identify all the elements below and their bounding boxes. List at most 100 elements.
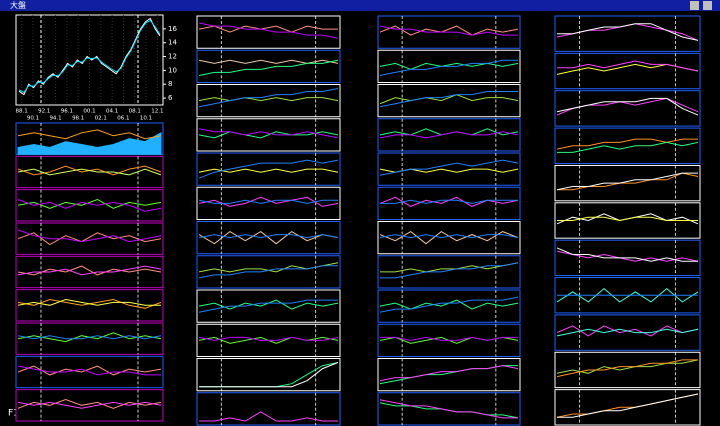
panel-line <box>379 234 519 239</box>
panel-frame <box>15 389 164 422</box>
panel-frame <box>377 186 521 220</box>
panel-line <box>379 399 518 419</box>
x-tick-label: 00.1 <box>83 109 95 115</box>
x-tick-label: 02.1 <box>95 116 107 122</box>
panel-frame <box>196 49 341 83</box>
panel-line <box>379 296 519 313</box>
panel-frame <box>377 289 521 323</box>
panel-frame <box>15 222 164 255</box>
panel-line <box>198 265 338 279</box>
panel-frame <box>377 118 521 152</box>
panel-frame <box>377 84 521 118</box>
minimize-button[interactable] <box>690 1 699 10</box>
panel-line <box>198 128 339 139</box>
panel-frame <box>554 351 701 389</box>
panel-line <box>17 365 161 376</box>
panel-line <box>198 230 339 245</box>
panel-frame <box>196 84 341 118</box>
panel-frame <box>554 52 701 90</box>
panel-line <box>198 59 339 76</box>
panel-line <box>17 168 162 176</box>
x-tick-label: 06.1 <box>117 116 129 122</box>
panel-line <box>199 411 338 422</box>
panel-line <box>198 25 338 33</box>
panel-line <box>557 23 699 41</box>
window-title: 大盤 <box>10 0 26 10</box>
x-tick-label: 92.1 <box>38 109 50 115</box>
y-tick-label: 10 <box>168 66 177 74</box>
panel-line <box>556 247 698 262</box>
panel-frame <box>377 358 521 392</box>
x-tick-label: 10.1 <box>140 116 152 122</box>
x-tick-label: 96.1 <box>61 109 73 115</box>
x-tick-label: 12.1 <box>151 109 163 115</box>
panel-line <box>556 359 698 378</box>
panel-line <box>557 216 698 222</box>
panel-frame <box>554 314 701 351</box>
panel-line <box>17 198 162 209</box>
panel-frame <box>377 392 521 426</box>
y-tick-label: 8 <box>168 80 172 88</box>
panel-line <box>17 129 162 140</box>
panel-frame <box>377 255 521 289</box>
panel-frame <box>196 358 341 392</box>
panel-line <box>557 141 699 153</box>
panel-frame <box>196 289 341 323</box>
panel-line <box>557 60 699 72</box>
y-tick-label: 12 <box>168 53 177 61</box>
panel-area <box>17 131 162 155</box>
panel-frame <box>554 90 701 127</box>
panel-line <box>379 91 518 108</box>
panel-line <box>17 335 162 340</box>
panel-line <box>198 97 339 102</box>
panel-line <box>199 362 339 388</box>
panel-frame <box>15 289 164 322</box>
panel-frame <box>15 355 164 389</box>
panel-line <box>380 262 519 273</box>
y-tick-label: 14 <box>168 39 177 47</box>
y-tick-label: 16 <box>168 25 177 33</box>
panel-line <box>198 22 339 39</box>
title-bar <box>0 0 720 11</box>
panel-frame <box>15 189 164 222</box>
panel-line <box>556 328 699 337</box>
panel-line <box>379 94 519 105</box>
panel-line <box>17 229 162 243</box>
panel-frame <box>15 155 164 189</box>
main-line <box>18 17 161 96</box>
panel-line <box>379 131 519 139</box>
panel-line <box>556 138 698 150</box>
panel-line <box>198 159 339 179</box>
panel-line <box>198 59 339 64</box>
x-tick-label: 94.1 <box>49 116 61 122</box>
panel-line <box>198 336 339 341</box>
panel-line <box>379 59 518 76</box>
panel-line <box>198 199 338 204</box>
x-tick-label: 88.1 <box>16 109 28 115</box>
panel-line <box>17 265 162 276</box>
panel-line <box>556 97 699 116</box>
panel-line <box>17 401 162 409</box>
panel-line <box>198 88 339 108</box>
panel-line <box>379 159 519 176</box>
panel-frame <box>377 152 521 186</box>
panel-frame <box>377 221 521 255</box>
panel-line <box>17 298 161 306</box>
panel-line <box>379 365 519 382</box>
panel-line <box>379 25 518 36</box>
panel-line <box>17 232 162 246</box>
panel-line <box>556 172 698 191</box>
panel-line <box>379 62 519 70</box>
close-button[interactable] <box>703 1 712 10</box>
x-tick-label: 08.1 <box>129 109 141 115</box>
x-tick-label: 04.1 <box>106 109 118 115</box>
panel-line <box>380 262 519 279</box>
main-line <box>18 19 161 94</box>
panel-line <box>557 393 699 418</box>
panel-frame <box>196 255 341 289</box>
panel-line <box>380 199 518 204</box>
x-tick-label: 90.1 <box>27 116 39 122</box>
panel-frame <box>554 15 701 52</box>
panel-line <box>198 299 338 313</box>
